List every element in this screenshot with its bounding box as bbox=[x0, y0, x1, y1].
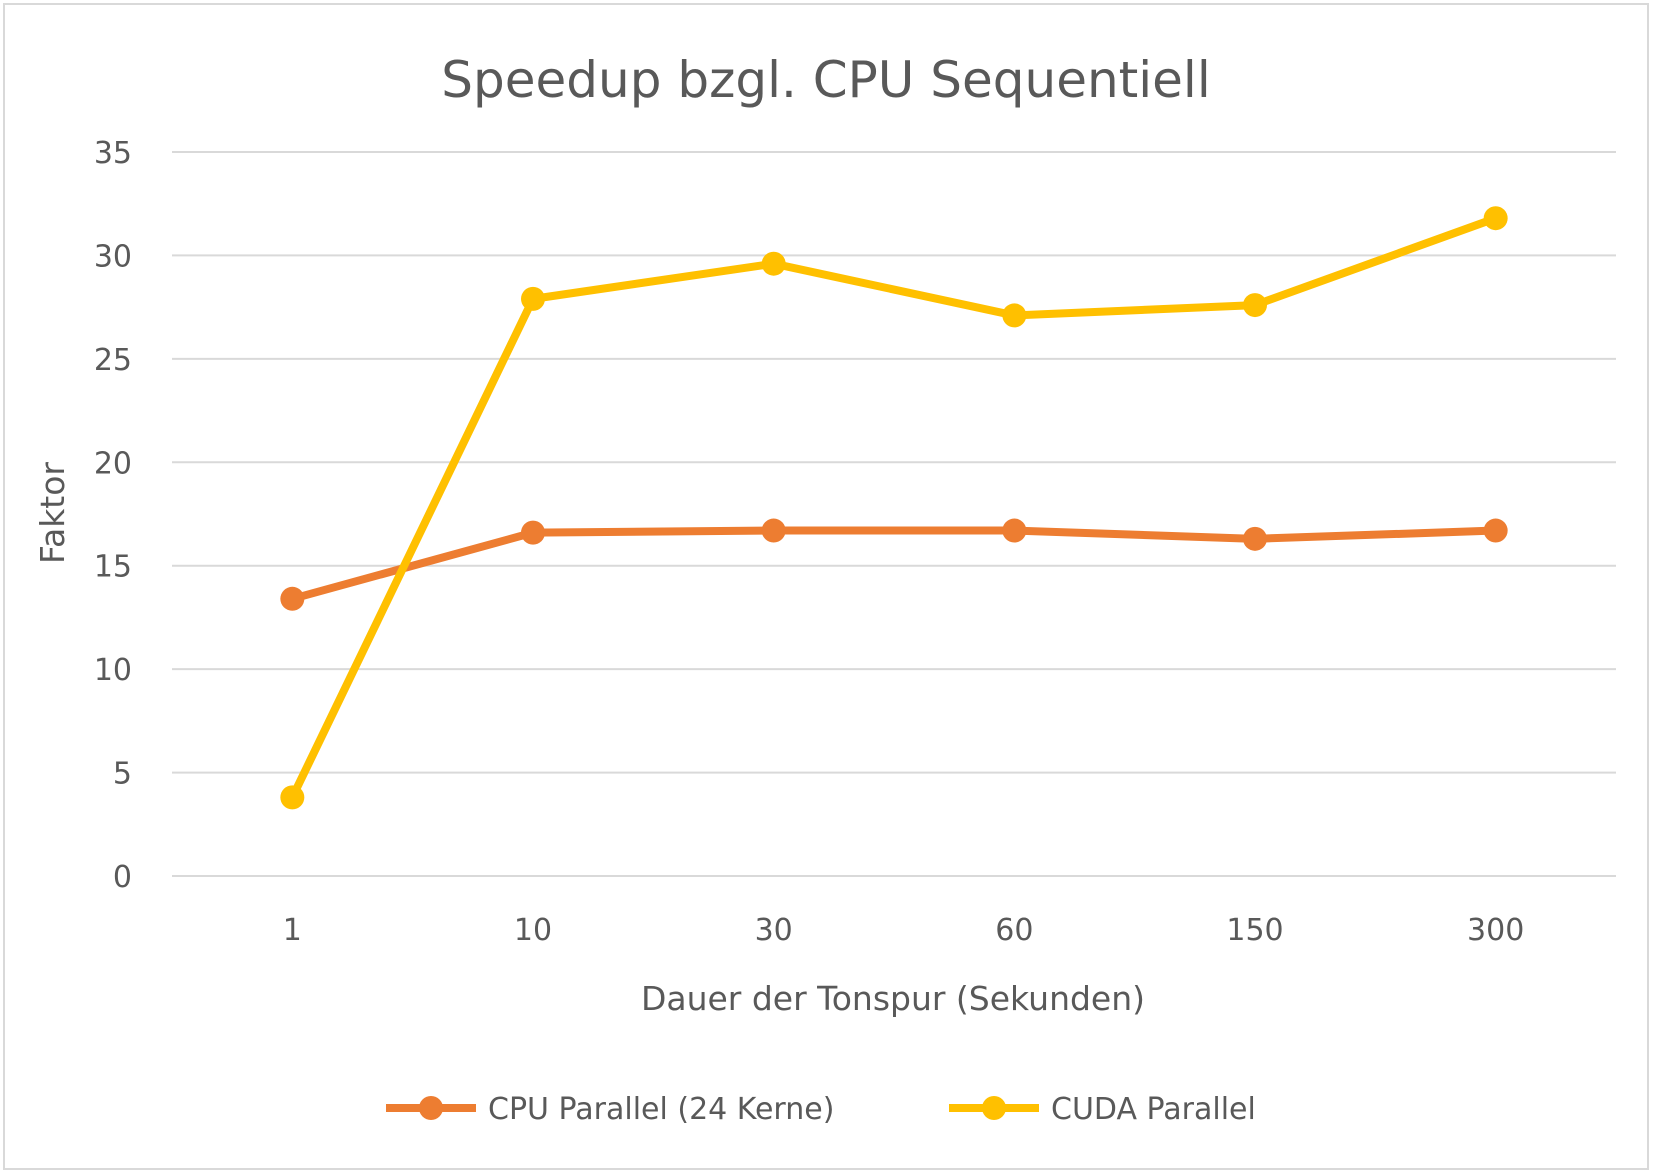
data-point bbox=[761, 518, 786, 543]
series-1 bbox=[280, 518, 1508, 611]
y-tick-label: 10 bbox=[94, 653, 132, 688]
data-point bbox=[1002, 303, 1027, 328]
data-point bbox=[521, 520, 545, 545]
x-tick-label: 150 bbox=[1226, 913, 1283, 948]
chart-frame bbox=[3, 3, 1649, 1170]
legend-marker bbox=[419, 1096, 443, 1120]
gridlines bbox=[172, 151, 1616, 877]
data-point bbox=[521, 286, 545, 311]
y-tick-label: 25 bbox=[94, 343, 132, 378]
y-axis-title: Faktor bbox=[33, 462, 72, 564]
x-tick-label: 60 bbox=[995, 913, 1033, 948]
series-line bbox=[288, 526, 1500, 603]
chart-title: Speedup bzgl. CPU Sequentiell bbox=[441, 51, 1210, 109]
data-point bbox=[1483, 518, 1508, 543]
y-tick-label: 15 bbox=[94, 550, 132, 585]
y-tick-label: 0 bbox=[113, 860, 132, 895]
y-tick-label: 5 bbox=[113, 757, 132, 792]
data-point bbox=[280, 785, 305, 810]
legend-marker bbox=[982, 1096, 1006, 1120]
x-axis-ticks: 1 10 30 60 150 300 bbox=[283, 913, 1525, 948]
y-tick-label: 30 bbox=[94, 239, 132, 274]
legend-label: CUDA Parallel bbox=[1051, 1092, 1256, 1127]
series-2 bbox=[280, 206, 1508, 810]
x-tick-label: 30 bbox=[755, 913, 793, 948]
x-tick-label: 1 bbox=[283, 913, 302, 948]
x-tick-label: 300 bbox=[1467, 913, 1524, 948]
legend-label: CPU Parallel (24 Kerne) bbox=[488, 1092, 834, 1127]
data-point bbox=[761, 251, 786, 276]
legend: CPU Parallel (24 Kerne) CUDA Parallel bbox=[386, 1092, 1256, 1127]
data-point bbox=[1002, 518, 1027, 543]
data-point bbox=[1243, 293, 1267, 318]
data-point bbox=[1483, 206, 1508, 231]
data-point bbox=[280, 586, 305, 611]
x-tick-label: 10 bbox=[514, 913, 552, 948]
legend-item: CPU Parallel (24 Kerne) bbox=[386, 1092, 834, 1127]
x-axis-title: Dauer der Tonspur (Sekunden) bbox=[641, 979, 1145, 1018]
series-line bbox=[288, 214, 1500, 802]
y-axis-ticks: 0 5 10 15 20 25 30 35 bbox=[94, 136, 132, 895]
series-group bbox=[280, 206, 1508, 810]
legend-item: CUDA Parallel bbox=[949, 1092, 1256, 1127]
y-tick-label: 35 bbox=[94, 136, 132, 171]
data-point bbox=[1243, 526, 1267, 551]
y-tick-label: 20 bbox=[94, 446, 132, 481]
